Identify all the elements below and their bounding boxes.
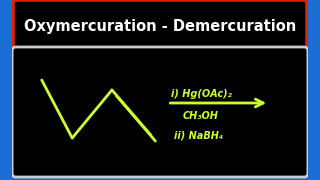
FancyBboxPatch shape	[12, 47, 308, 177]
Text: i) Hg(OAc)₂: i) Hg(OAc)₂	[171, 89, 232, 99]
FancyBboxPatch shape	[13, 0, 307, 48]
Text: Oxymercuration - Demercuration: Oxymercuration - Demercuration	[24, 19, 296, 33]
Text: CH₃OH: CH₃OH	[183, 111, 219, 121]
Text: ii) NaBH₄: ii) NaBH₄	[174, 130, 223, 140]
